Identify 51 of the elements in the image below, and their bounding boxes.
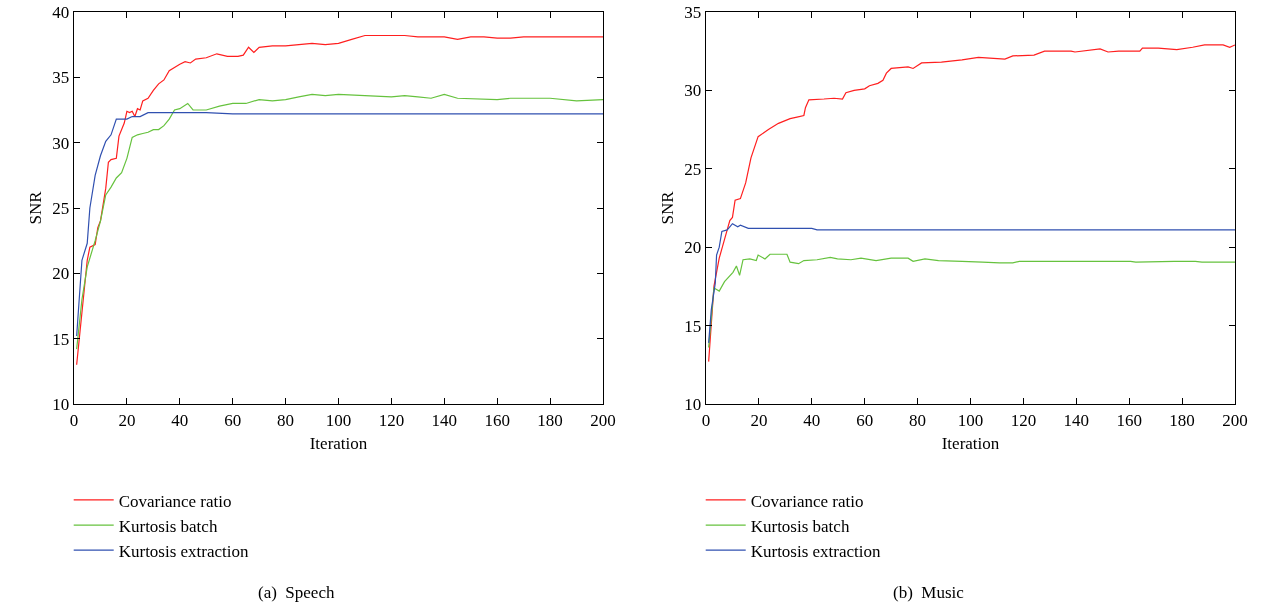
x-tick-label: 180 [1169, 410, 1195, 430]
y-tick-label: 20 [52, 264, 70, 284]
legend-label: Kurtosis batch [750, 516, 850, 536]
y-tick-label: 15 [684, 316, 702, 336]
legend-label: Kurtosis batch [118, 516, 218, 536]
text: (b) Music [893, 583, 965, 602]
y-tick-label: 40 [52, 2, 70, 22]
x-tick-label: 40 [803, 410, 821, 430]
x-tick-label: 20 [750, 410, 768, 430]
legend-label: Covariance ratio [118, 491, 232, 511]
y-axis-title: SNR [658, 190, 677, 225]
x-tick-label: 100 [325, 410, 352, 430]
legend-label: Kurtosis extraction [750, 541, 882, 561]
y-tick-label: 10 [684, 394, 702, 414]
y-tick-label: 25 [52, 198, 70, 218]
x-tick-label: 160 [1116, 410, 1142, 430]
line-series [76, 34, 603, 366]
y-tick-label: 20 [684, 238, 702, 258]
x-tick-label: 20 [118, 410, 136, 430]
x-tick-label: 60 [224, 410, 242, 430]
x-tick-label: 120 [1010, 410, 1037, 430]
y-tick-label: 30 [684, 81, 702, 101]
x-tick-label: 140 [431, 410, 458, 430]
x-tick-label: 80 [909, 410, 927, 430]
y-tick-label: 35 [52, 68, 70, 88]
x-tick-label: 200 [590, 410, 616, 430]
x-tick-label: 80 [277, 410, 295, 430]
x-tick-label: 60 [856, 410, 874, 430]
line-series [708, 223, 1235, 344]
line-series [708, 44, 1235, 363]
x-tick-label: 140 [1063, 410, 1090, 430]
line-series [708, 253, 1235, 349]
y-tick-label: 25 [684, 159, 702, 179]
legend-label: Kurtosis extraction [118, 541, 250, 561]
y-tick-label: 35 [684, 2, 702, 22]
y-tick-label: 15 [52, 329, 70, 349]
y-axis-title: SNR [26, 190, 45, 225]
x-tick-label: 200 [1222, 410, 1248, 430]
x-tick-label: 180 [537, 410, 563, 430]
x-tick-label: 0 [69, 410, 79, 430]
x-tick-label: 0 [701, 410, 711, 430]
x-tick-label: 40 [171, 410, 189, 430]
x-axis-title: Iteration [941, 433, 1000, 453]
x-tick-label: 120 [378, 410, 405, 430]
y-tick-label: 30 [52, 133, 70, 153]
text: (a) Speech [258, 583, 335, 602]
y-tick-label: 10 [52, 394, 70, 414]
legend-label: Covariance ratio [750, 491, 864, 511]
x-tick-label: 160 [484, 410, 510, 430]
x-axis-title: Iteration [309, 433, 368, 453]
x-tick-label: 100 [957, 410, 984, 430]
